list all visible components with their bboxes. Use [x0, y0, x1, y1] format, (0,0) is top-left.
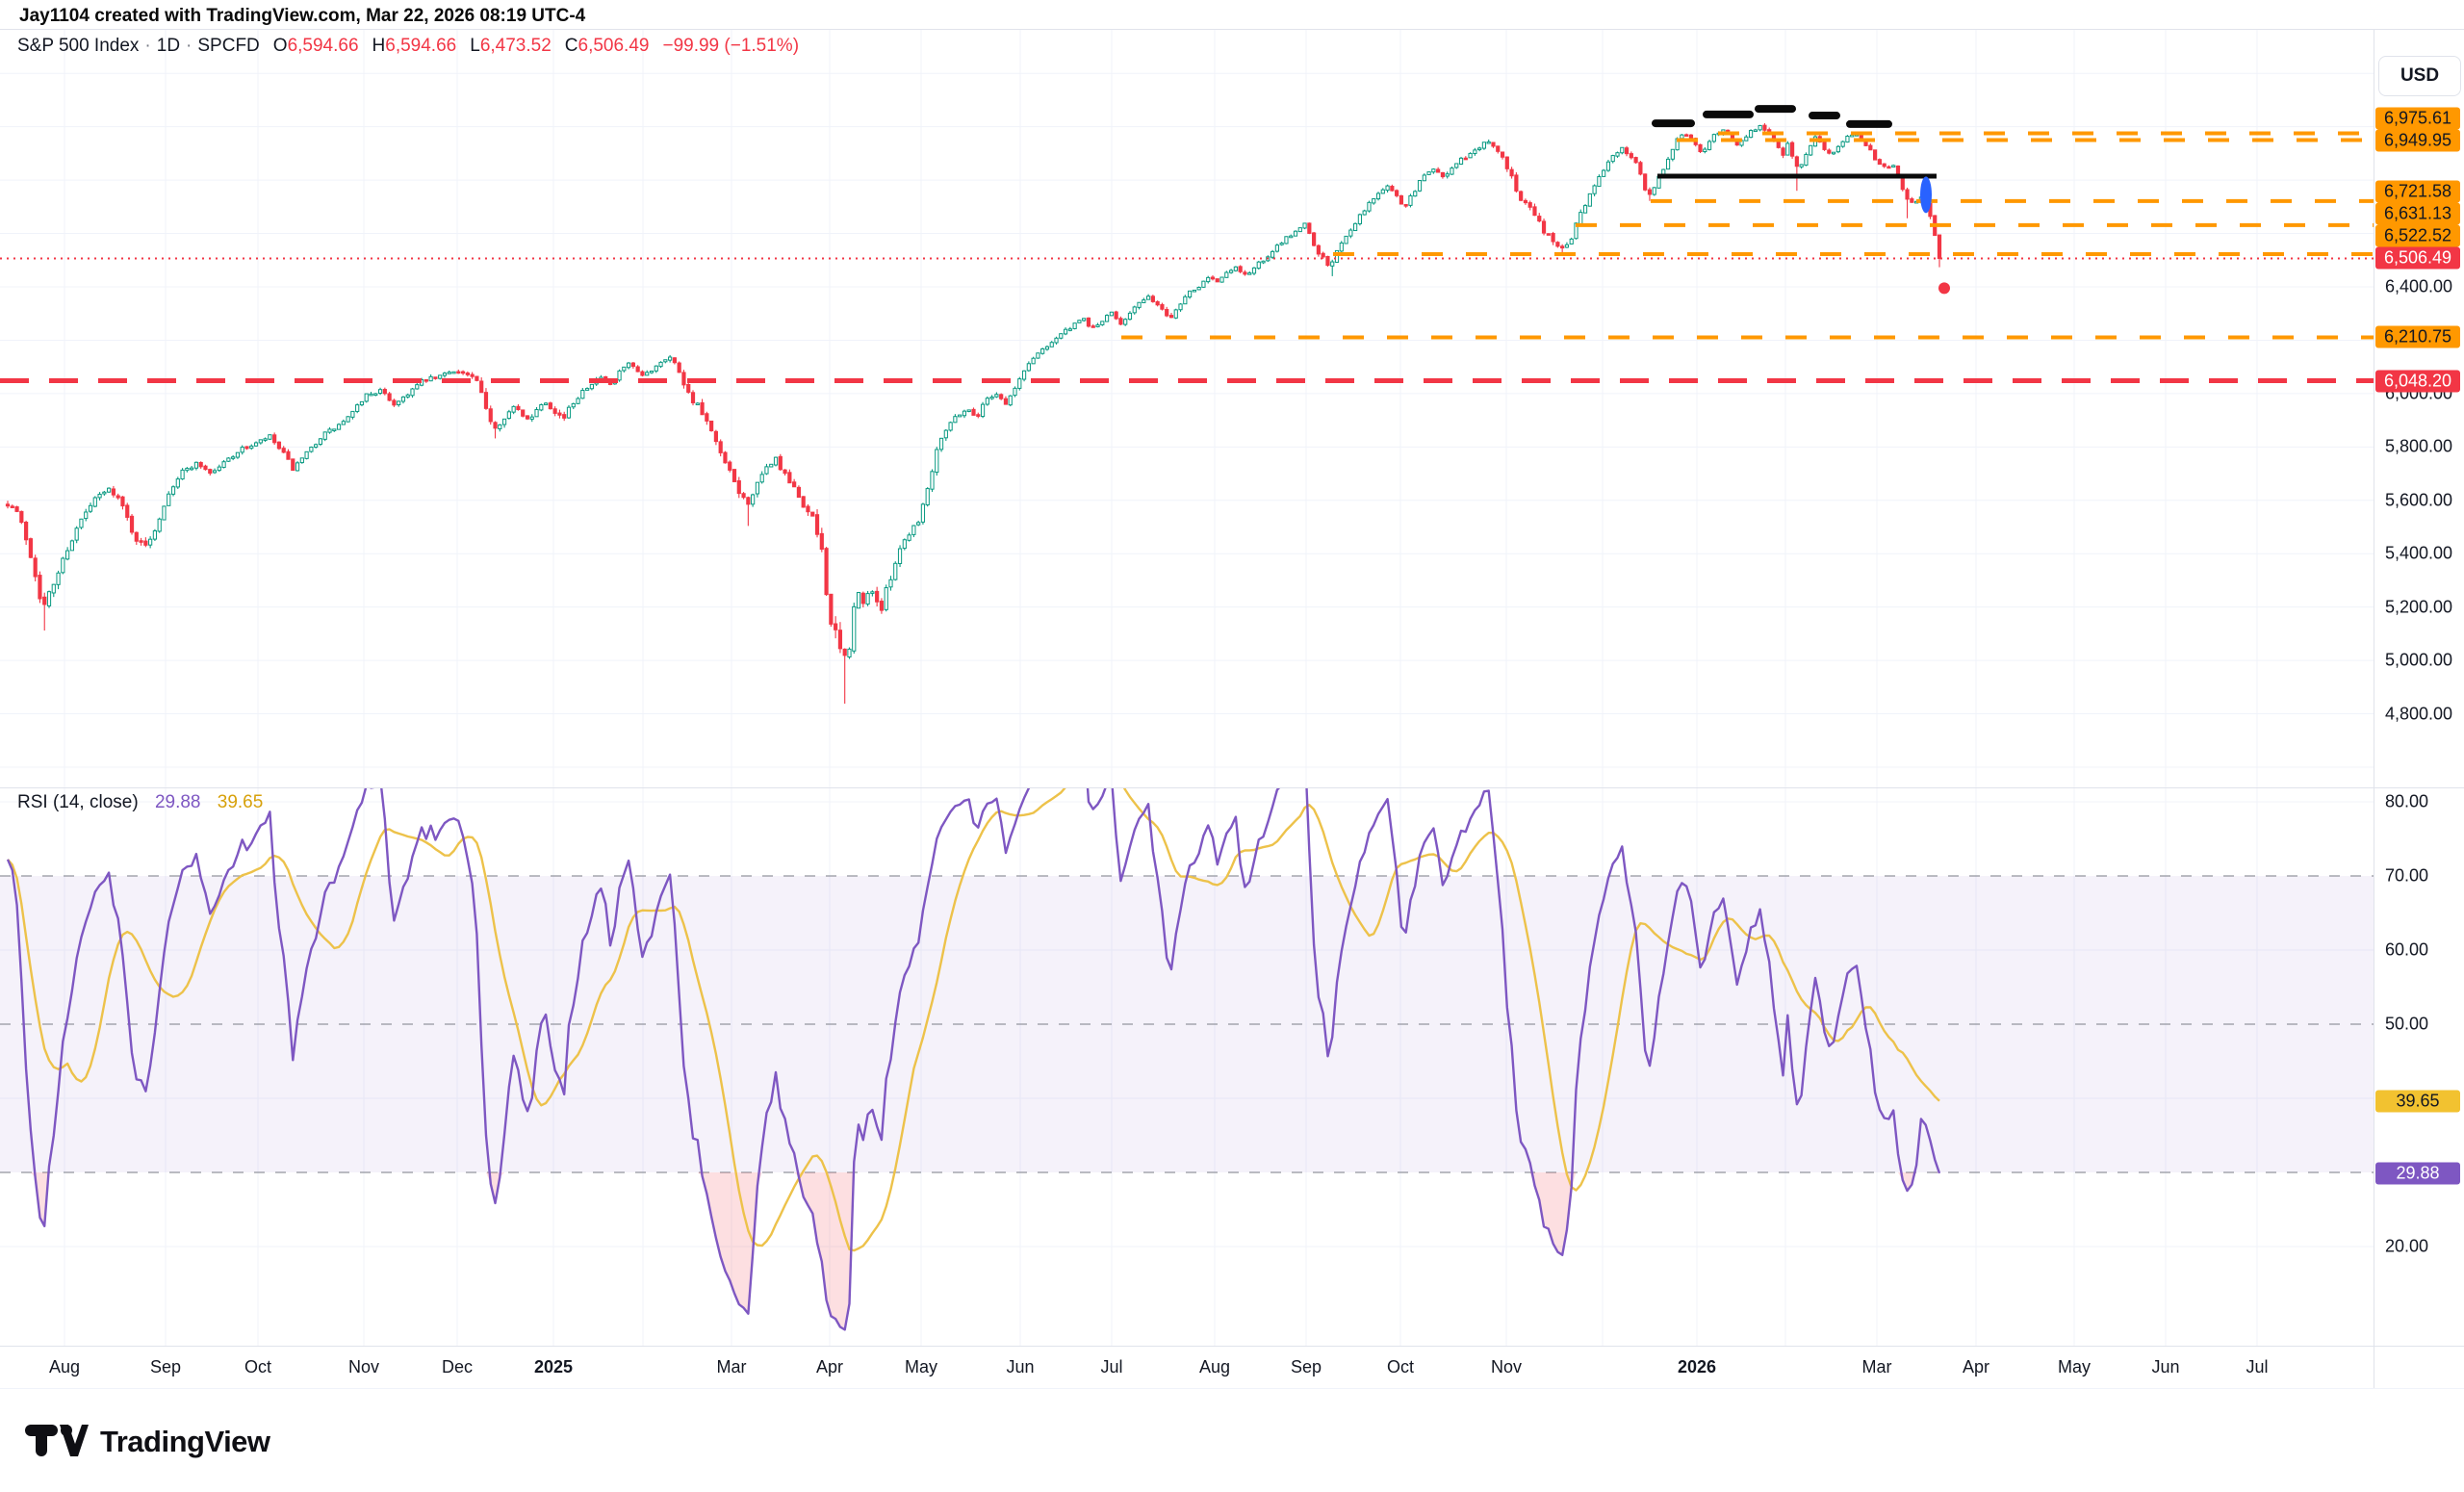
time-axis-label: Dec	[441, 1357, 474, 1376]
current-price-badge: 6,506.49	[2375, 246, 2460, 270]
time-axis-label: Jun	[2151, 1357, 2180, 1376]
price-axis-label: 6,400.00	[2385, 276, 2453, 296]
time-axis-label: 2026	[1677, 1357, 1717, 1376]
price-axis-label: 5,000.00	[2385, 650, 2453, 670]
rsi-layer	[0, 787, 2374, 1331]
candlestick-layer	[5, 123, 1942, 704]
time-axis-label: Oct	[1386, 1357, 1415, 1376]
time-axis-label: Oct	[244, 1357, 272, 1376]
drawing-annotations-layer[interactable]	[1652, 105, 1950, 295]
time-axis-border	[0, 1346, 2464, 1347]
rsi-value-badge: 29.88	[2375, 1162, 2460, 1185]
symbol-exchange: SPCFD	[197, 36, 260, 56]
time-axis-label: Apr	[1962, 1357, 1990, 1376]
time-axis-label: Jun	[1006, 1357, 1035, 1376]
change-value: −99.99 (−1.51%)	[662, 36, 800, 56]
rsi-axis-label: 70.00	[2385, 865, 2429, 886]
bottom-border	[0, 1388, 2464, 1389]
currency-usd-button[interactable]: USD	[2378, 56, 2461, 96]
rsi-axis-label: 20.00	[2385, 1236, 2429, 1256]
ohlc-value: 6,594.66	[385, 36, 457, 56]
tradingview-logo[interactable]: TradingView	[25, 1425, 270, 1459]
rsi-current-value: 29.88	[154, 792, 201, 812]
rsi-legend[interactable]: RSI (14, close) 29.88 39.65	[17, 792, 263, 813]
tradingview-logo-text: TradingView	[100, 1425, 270, 1458]
time-axis-label: Mar	[716, 1357, 747, 1376]
ohlc-key: C	[564, 36, 578, 56]
time-axis-label: May	[2057, 1357, 2092, 1376]
rsi-axis-label: 60.00	[2385, 939, 2429, 960]
rsi-ma-value: 39.65	[217, 792, 264, 812]
time-axis-label: May	[904, 1357, 938, 1376]
red-dot-marker[interactable]	[1938, 282, 1950, 295]
ohlc-value: 6,506.49	[578, 36, 650, 56]
ohlc-value: 6,594.66	[287, 36, 359, 56]
blue-ellipse-marker[interactable]	[1920, 176, 1932, 214]
rsi-axis-label: 80.00	[2385, 791, 2429, 811]
price-level-badge: 6,210.75	[2375, 325, 2460, 348]
price-level-badge: 6,949.95	[2375, 129, 2460, 152]
ohlc-values: O6,594.66 H6,594.66 L6,473.52 C6,506.49	[260, 36, 650, 56]
pane-top-border	[0, 29, 2464, 30]
legend-separator: ·	[144, 36, 151, 56]
time-axis-label: Sep	[1290, 1357, 1322, 1376]
ohlc-key: L	[470, 36, 480, 56]
attribution-text: Jay1104 created with TradingView.com, Ma…	[19, 6, 586, 26]
price-axis-label: 4,800.00	[2385, 704, 2453, 724]
rsi-axis-label: 50.00	[2385, 1014, 2429, 1034]
price-level-badge: 6,721.58	[2375, 180, 2460, 203]
price-level-badge: 6,048.20	[2375, 370, 2460, 393]
time-axis-label: Jul	[1100, 1357, 1123, 1376]
price-level-badge: 6,975.61	[2375, 107, 2460, 130]
grid-layer	[0, 29, 2374, 1346]
ohlc-key: O	[272, 36, 288, 56]
price-level-badge: 6,631.13	[2375, 202, 2460, 225]
price-axis-label: 5,200.00	[2385, 597, 2453, 617]
time-axis-label: Sep	[149, 1357, 182, 1376]
symbol-title: S&P 500 Index	[17, 36, 140, 56]
price-axis-label: 5,800.00	[2385, 436, 2453, 456]
time-axis-label: Nov	[1490, 1357, 1523, 1376]
tradingview-logo-icon	[25, 1425, 89, 1456]
time-axis-label: Nov	[347, 1357, 380, 1376]
time-axis-label: Jul	[2246, 1357, 2269, 1376]
rsi-value-badge: 39.65	[2375, 1090, 2460, 1113]
time-axis-label: Apr	[815, 1357, 844, 1376]
time-axis-label: Mar	[1861, 1357, 1892, 1376]
time-axis-label: Aug	[1198, 1357, 1231, 1376]
price-axis-label: 5,400.00	[2385, 543, 2453, 563]
symbol-legend[interactable]: S&P 500 Index · 1D · SPCFD O6,594.66 H6,594.66…	[17, 36, 799, 57]
ohlc-key: H	[372, 36, 386, 56]
rsi-legend-label: RSI (14, close)	[17, 792, 139, 812]
pane-separator[interactable]	[0, 787, 2464, 788]
level-lines-layer	[0, 131, 2374, 384]
price-level-badge: 6,522.52	[2375, 224, 2460, 247]
time-axis-label: 2025	[533, 1357, 574, 1376]
ohlc-value: 6,473.52	[479, 36, 552, 56]
symbol-interval: 1D	[156, 36, 181, 56]
time-axis-label: Aug	[48, 1357, 81, 1376]
legend-separator: ·	[186, 36, 192, 56]
price-axis-label: 5,600.00	[2385, 490, 2453, 510]
